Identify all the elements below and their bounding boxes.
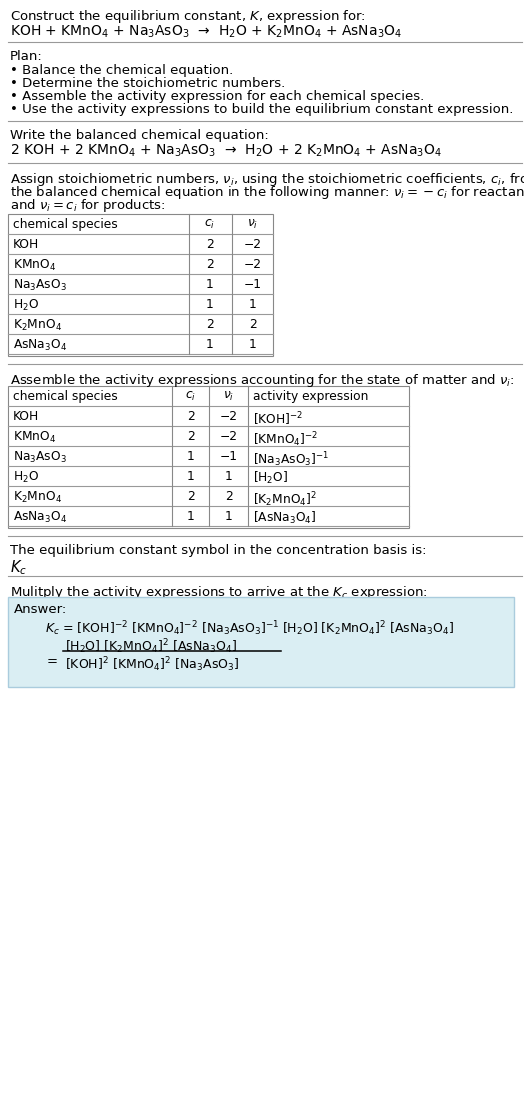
Text: Answer:: Answer: [14, 603, 67, 617]
Text: Na$_3$AsO$_3$: Na$_3$AsO$_3$ [13, 278, 67, 293]
Text: Construct the equilibrium constant, $K$, expression for:: Construct the equilibrium constant, $K$,… [10, 8, 366, 25]
Text: 1: 1 [187, 470, 194, 483]
Text: KMnO$_4$: KMnO$_4$ [13, 430, 56, 445]
Text: $K_c$: $K_c$ [10, 558, 27, 577]
Text: Assign stoichiometric numbers, $\nu_i$, using the stoichiometric coefficients, $: Assign stoichiometric numbers, $\nu_i$, … [10, 171, 524, 188]
Text: Write the balanced chemical equation:: Write the balanced chemical equation: [10, 129, 269, 142]
Text: [AsNa$_3$O$_4$]: [AsNa$_3$O$_4$] [253, 510, 316, 527]
Text: [H$_2$O]: [H$_2$O] [253, 470, 288, 486]
Text: [KOH]$^2$ [KMnO$_4$]$^2$ [Na$_3$AsO$_3$]: [KOH]$^2$ [KMnO$_4$]$^2$ [Na$_3$AsO$_3$] [65, 655, 239, 674]
Text: the balanced chemical equation in the following manner: $\nu_i = -c_i$ for react: the balanced chemical equation in the fo… [10, 184, 524, 201]
Text: 1: 1 [249, 338, 257, 351]
Text: 1: 1 [249, 298, 257, 312]
Text: −2: −2 [244, 238, 262, 251]
Bar [8, 214, 273, 357]
Text: −1: −1 [220, 450, 237, 463]
Text: • Balance the chemical equation.: • Balance the chemical equation. [10, 64, 233, 77]
Text: KMnO$_4$: KMnO$_4$ [13, 258, 56, 273]
Text: 2 KOH + 2 KMnO$_4$ + Na$_3$AsO$_3$  →  H$_2$O + 2 K$_2$MnO$_4$ + AsNa$_3$O$_4$: 2 KOH + 2 KMnO$_4$ + Na$_3$AsO$_3$ → H$_… [10, 143, 442, 159]
Text: $\nu_i$: $\nu_i$ [223, 391, 234, 403]
Text: 1: 1 [206, 338, 214, 351]
Text: • Determine the stoichiometric numbers.: • Determine the stoichiometric numbers. [10, 77, 285, 90]
Text: KOH + KMnO$_4$ + Na$_3$AsO$_3$  →  H$_2$O + K$_2$MnO$_4$ + AsNa$_3$O$_4$: KOH + KMnO$_4$ + Na$_3$AsO$_3$ → H$_2$O … [10, 24, 402, 41]
Text: KOH: KOH [13, 410, 39, 423]
Text: 1: 1 [187, 450, 194, 463]
Text: The equilibrium constant symbol in the concentration basis is:: The equilibrium constant symbol in the c… [10, 544, 427, 557]
Text: • Use the activity expressions to build the equilibrium constant expression.: • Use the activity expressions to build … [10, 103, 514, 116]
Text: Na$_3$AsO$_3$: Na$_3$AsO$_3$ [13, 450, 67, 465]
Text: activity expression: activity expression [253, 391, 368, 403]
Text: 2: 2 [206, 238, 214, 251]
Text: KOH: KOH [13, 238, 39, 251]
Text: 2: 2 [187, 410, 194, 423]
Bar [8, 386, 409, 528]
Text: • Assemble the activity expression for each chemical species.: • Assemble the activity expression for e… [10, 90, 424, 103]
Text: AsNa$_3$O$_4$: AsNa$_3$O$_4$ [13, 510, 67, 525]
Text: 2: 2 [187, 430, 194, 443]
Text: 1: 1 [225, 510, 232, 523]
Text: K$_2$MnO$_4$: K$_2$MnO$_4$ [13, 490, 62, 505]
Text: chemical species: chemical species [13, 218, 118, 231]
Text: H$_2$O: H$_2$O [13, 298, 39, 313]
Text: 2: 2 [225, 490, 232, 504]
Text: H$_2$O: H$_2$O [13, 470, 39, 485]
Text: −2: −2 [220, 410, 237, 423]
Text: Plan:: Plan: [10, 50, 43, 63]
Text: 2: 2 [249, 318, 257, 331]
Text: AsNa$_3$O$_4$: AsNa$_3$O$_4$ [13, 338, 67, 353]
Text: $c_i$: $c_i$ [204, 218, 215, 231]
Text: 2: 2 [187, 490, 194, 504]
Text: [KOH]$^{-2}$: [KOH]$^{-2}$ [253, 410, 303, 428]
Text: 2: 2 [206, 258, 214, 271]
Text: −2: −2 [220, 430, 237, 443]
Text: 1: 1 [225, 470, 232, 483]
Text: 1: 1 [206, 298, 214, 312]
Text: K$_2$MnO$_4$: K$_2$MnO$_4$ [13, 318, 62, 333]
Text: $c_i$: $c_i$ [185, 391, 196, 403]
Text: chemical species: chemical species [13, 391, 118, 403]
Text: −2: −2 [244, 258, 262, 271]
Text: Assemble the activity expressions accounting for the state of matter and $\nu_i$: Assemble the activity expressions accoun… [10, 372, 515, 389]
Text: [Na$_3$AsO$_3$]$^{-1}$: [Na$_3$AsO$_3$]$^{-1}$ [253, 450, 330, 468]
Bar [8, 597, 514, 687]
Text: 2: 2 [206, 318, 214, 331]
Text: =: = [47, 655, 58, 668]
Text: [H$_2$O] [K$_2$MnO$_4$]$^2$ [AsNa$_3$O$_4$]: [H$_2$O] [K$_2$MnO$_4$]$^2$ [AsNa$_3$O$_… [65, 637, 237, 656]
Text: [KMnO$_4$]$^{-2}$: [KMnO$_4$]$^{-2}$ [253, 430, 318, 449]
Text: 1: 1 [187, 510, 194, 523]
Text: [K$_2$MnO$_4$]$^2$: [K$_2$MnO$_4$]$^2$ [253, 490, 317, 509]
Text: and $\nu_i = c_i$ for products:: and $\nu_i = c_i$ for products: [10, 197, 166, 214]
Text: $\nu_i$: $\nu_i$ [247, 218, 258, 231]
Text: 1: 1 [206, 278, 214, 291]
Text: −1: −1 [244, 278, 262, 291]
Text: Mulitply the activity expressions to arrive at the $K_c$ expression:: Mulitply the activity expressions to arr… [10, 584, 428, 601]
Text: $K_c$ = [KOH]$^{-2}$ [KMnO$_4$]$^{-2}$ [Na$_3$AsO$_3$]$^{-1}$ [H$_2$O] [K$_2$MnO: $K_c$ = [KOH]$^{-2}$ [KMnO$_4$]$^{-2}$ [… [45, 619, 454, 637]
